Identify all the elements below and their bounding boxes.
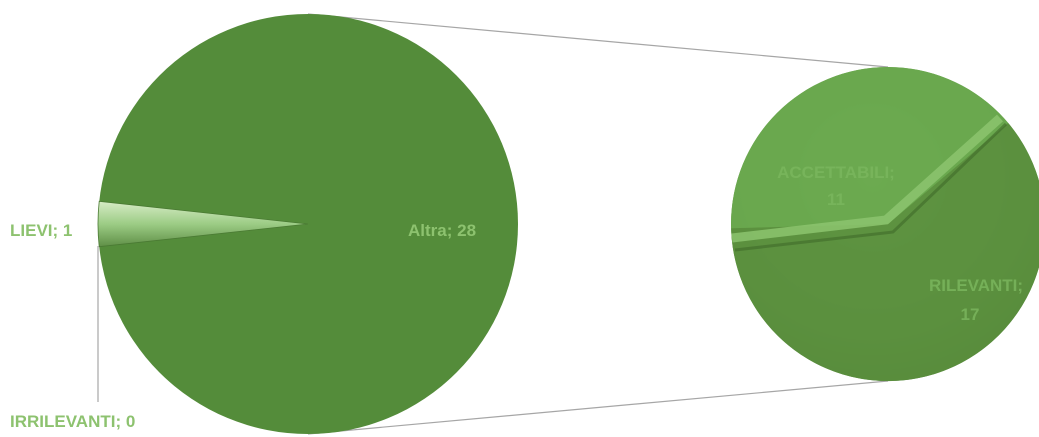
connector-line-top: [307, 13, 889, 68]
label-rilevanti-value: 17: [961, 305, 980, 324]
label-lievi: LIEVI; 1: [10, 221, 72, 240]
pie-slice-accettabili: [731, 67, 1009, 229]
connector-line-bottom: [307, 380, 889, 435]
label-irrilevanti: IRRILEVANTI; 0: [10, 412, 135, 431]
pie-slice-lievi: [97, 200, 309, 248]
secondary-pie-bevel-shadow: [734, 122, 1008, 252]
secondary-pie-bevel: [731, 114, 1004, 243]
secondary-pie: [731, 67, 1039, 381]
main-pie: [97, 14, 518, 434]
label-accettabili-value: 11: [827, 190, 845, 209]
label-rilevanti-name: RILEVANTI;: [929, 276, 1023, 295]
label-altra: Altra; 28: [408, 221, 476, 240]
label-accettabili-name: ACCETTABILI;: [777, 163, 895, 182]
pie-slice-rilevanti: [731, 122, 1039, 381]
